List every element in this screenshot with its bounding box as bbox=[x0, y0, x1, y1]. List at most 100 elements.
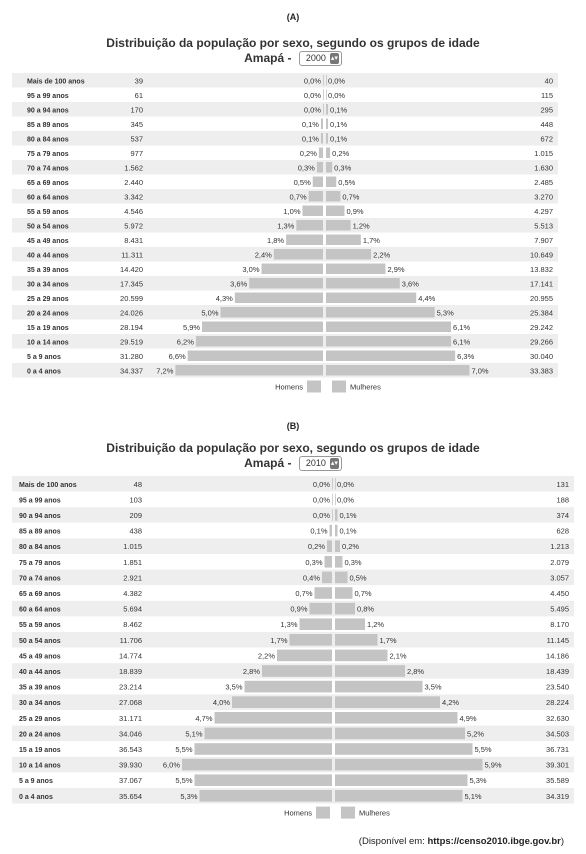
men-bar bbox=[232, 696, 332, 708]
women-count: 7.907 bbox=[534, 236, 553, 245]
women-bar bbox=[335, 774, 468, 786]
men-bar bbox=[332, 509, 333, 521]
men-bar bbox=[187, 350, 323, 361]
men-count: 37.067 bbox=[119, 776, 142, 785]
men-bar bbox=[312, 176, 323, 187]
men-percent-label: 0,0% bbox=[313, 480, 330, 489]
age-group-label: 45 a 49 anos bbox=[27, 238, 69, 245]
table-row bbox=[12, 600, 574, 617]
women-count: 18.439 bbox=[546, 667, 569, 676]
women-count: 131 bbox=[556, 480, 569, 489]
panel-a-year-select[interactable]: 2000 ▴▾ bbox=[298, 51, 342, 67]
women-bar bbox=[335, 618, 365, 630]
women-bar bbox=[326, 118, 329, 129]
men-percent-label: 4,3% bbox=[216, 294, 233, 303]
women-count: 30.040 bbox=[530, 352, 553, 361]
women-count: 28.224 bbox=[546, 698, 569, 707]
legend-women-label: Mulheres bbox=[350, 383, 381, 392]
men-count: 20.599 bbox=[120, 294, 143, 303]
men-bar bbox=[332, 493, 333, 506]
men-percent-label: 5,3% bbox=[180, 792, 197, 801]
men-count: 39.930 bbox=[119, 761, 142, 770]
women-bar bbox=[335, 509, 338, 521]
age-group-label: 50 a 54 anos bbox=[19, 638, 61, 645]
men-bar bbox=[261, 263, 323, 274]
men-count: 2.440 bbox=[124, 178, 143, 187]
men-percent-label: 0,1% bbox=[302, 134, 319, 143]
source-note: (Disponível em: https://censo2010.ibge.g… bbox=[359, 836, 564, 847]
men-percent-label: 0,4% bbox=[303, 573, 320, 582]
table-row bbox=[12, 174, 558, 189]
men-count: 34.046 bbox=[119, 729, 142, 738]
table-row bbox=[12, 145, 558, 160]
age-group-label: 65 a 69 anos bbox=[19, 591, 61, 598]
age-group-label: 25 a 29 anos bbox=[27, 296, 69, 303]
source-link[interactable]: https://censo2010.ibge.gov.br bbox=[427, 836, 561, 847]
women-percent-label: 0,0% bbox=[337, 480, 354, 489]
age-group-label: 55 a 59 anos bbox=[19, 622, 61, 629]
age-group-label: Mais de 100 anos bbox=[27, 78, 85, 85]
men-count: 24.026 bbox=[120, 308, 143, 317]
women-bar bbox=[335, 540, 340, 552]
source-prefix: (Disponível em: bbox=[358, 836, 428, 847]
men-percent-label: 6,6% bbox=[169, 352, 186, 361]
table-row bbox=[12, 87, 558, 102]
men-percent-label: 5,9% bbox=[183, 323, 200, 332]
women-percent-label: 5,2% bbox=[467, 729, 484, 738]
men-bar bbox=[286, 234, 323, 245]
men-percent-label: 2,4% bbox=[255, 250, 272, 259]
men-count: 14.420 bbox=[120, 265, 143, 274]
table-row bbox=[12, 218, 558, 233]
table-row bbox=[12, 522, 574, 539]
men-count: 11.311 bbox=[121, 250, 143, 259]
women-count: 3.057 bbox=[550, 573, 569, 582]
women-percent-label: 5,5% bbox=[475, 745, 492, 754]
men-bar bbox=[195, 336, 323, 347]
men-count: 11.706 bbox=[120, 636, 142, 645]
women-count: 13.832 bbox=[530, 265, 553, 274]
men-count: 34.337 bbox=[120, 366, 143, 375]
men-count: 170 bbox=[130, 105, 143, 114]
men-percent-label: 0,3% bbox=[305, 558, 322, 567]
pyramid-chart-2000: Mais de 100 anos 39 40 0,0% 0,0% 95 a 99 anos… bbox=[12, 73, 558, 393]
men-bar bbox=[299, 618, 332, 630]
women-bar bbox=[326, 365, 470, 376]
women-bar bbox=[335, 696, 440, 708]
men-percent-label: 5,5% bbox=[175, 745, 192, 754]
panel-a-subtitle: Amapá - 2000 ▴▾ bbox=[0, 51, 586, 67]
table-row bbox=[12, 585, 574, 601]
table-row bbox=[12, 116, 558, 131]
men-count: 4.546 bbox=[124, 207, 143, 216]
women-percent-label: 0,3% bbox=[334, 163, 351, 172]
men-bar bbox=[320, 118, 323, 129]
women-bar bbox=[326, 220, 351, 231]
age-group-label: 75 a 79 anos bbox=[27, 151, 69, 158]
men-percent-label: 0,0% bbox=[304, 91, 321, 100]
women-percent-label: 5,9% bbox=[485, 761, 502, 770]
table-row bbox=[12, 73, 558, 88]
women-count: 2.485 bbox=[534, 178, 553, 187]
women-count: 2.079 bbox=[550, 558, 569, 567]
men-percent-label: 1,0% bbox=[283, 207, 300, 216]
men-bar bbox=[199, 790, 332, 802]
men-percent-label: 0,2% bbox=[300, 149, 317, 158]
women-count: 29.266 bbox=[530, 337, 553, 346]
panel-b-year-select[interactable]: 2010 ▴▾ bbox=[298, 456, 342, 472]
men-count: 537 bbox=[130, 134, 143, 143]
women-percent-label: 2,9% bbox=[387, 265, 404, 274]
panel-b-location: Amapá - bbox=[244, 456, 292, 470]
men-count: 3.342 bbox=[124, 192, 143, 201]
table-row bbox=[12, 160, 558, 175]
men-count: 39 bbox=[135, 76, 143, 85]
men-percent-label: 2,8% bbox=[243, 667, 260, 676]
women-bar bbox=[326, 278, 400, 289]
women-count: 25.384 bbox=[530, 308, 553, 317]
age-group-label: 95 a 99 anos bbox=[27, 93, 69, 100]
women-bar bbox=[326, 307, 435, 318]
men-percent-label: 5,0% bbox=[201, 308, 218, 317]
age-group-label: 90 a 94 anos bbox=[19, 513, 61, 520]
legend-men-swatch bbox=[307, 380, 321, 393]
men-bar bbox=[323, 89, 324, 100]
table-row bbox=[12, 102, 558, 117]
age-group-label: 45 a 49 anos bbox=[19, 653, 61, 660]
